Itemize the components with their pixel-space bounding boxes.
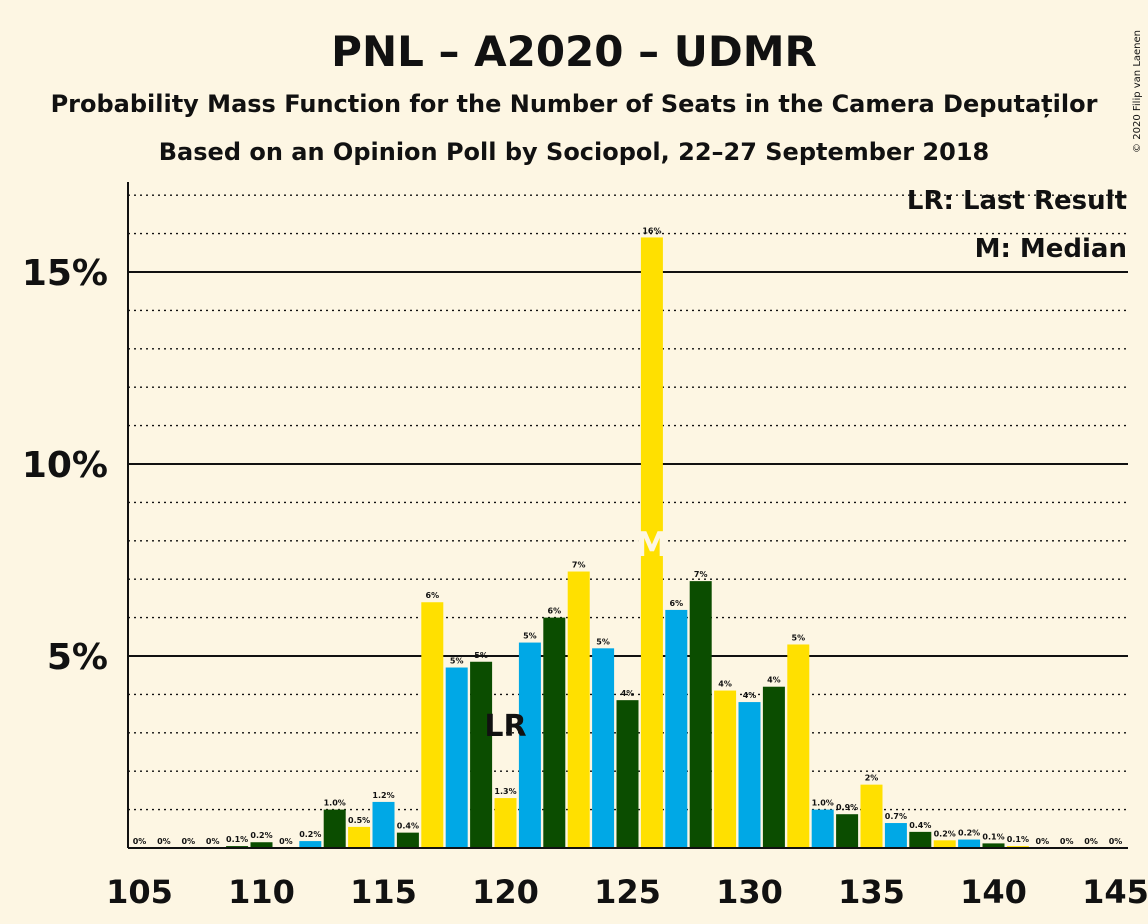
bar-label-129: 4% [718,680,732,689]
bar-label-143: 0% [1060,837,1074,846]
bar-label-144: 0% [1084,837,1098,846]
bar-label-137: 0.4% [909,821,931,830]
bar-label-142: 0% [1036,837,1050,846]
legend-median: M: Median [975,234,1127,264]
bar-label-111: 0% [279,837,293,846]
bar-label-139: 0.2% [958,829,980,838]
chart-subtitle-2: Based on an Opinion Poll by Sociopol, 22… [159,138,989,166]
bar-label-128: 7% [694,570,708,579]
bar-119 [470,661,493,848]
median-marker: M [635,525,669,565]
bar-113 [323,809,346,848]
bar-label-122: 6% [548,607,562,616]
bar-label-135: 2% [865,774,879,783]
bar-label-136: 0.7% [885,812,907,821]
bar-label-127: 6% [670,599,684,608]
bar-label-114: 0.5% [348,816,370,825]
bar-112 [299,841,322,848]
y-tick-label: 15% [22,253,108,294]
x-tick-label: 105 [106,873,173,911]
bar-label-138: 0.2% [934,829,956,838]
bar-134 [836,814,859,848]
bar-labels: 0% 0% 0% 0% 0.1% 0.2%0%0.2%1.0%0.5%1.2%0.4%6%… [133,226,1123,846]
markers: LR M [484,525,668,744]
bar-139 [958,839,981,848]
x-tick-label: 145 [1082,873,1148,911]
bar-label-106: 0% [157,837,171,846]
bar-label-134: 0.9% [836,803,858,812]
bar-118 [445,667,468,848]
bar-label-123: 7% [572,561,586,570]
bar-label-115: 1.2% [372,791,394,800]
bar-label-119: 5% [474,651,488,660]
bars [226,237,1029,848]
bar-110 [250,842,273,848]
bar-label-124: 5% [596,637,610,646]
x-tick-label: 110 [228,873,295,911]
bar-label-107: 0% [182,837,196,846]
bar-label-133: 1.0% [812,799,834,808]
bar-127 [665,609,688,848]
bar-128 [689,581,712,848]
axes: 5% 10% 15% 105 110 115 120 125 130 135 140 145 [22,182,1148,911]
y-tick-label: 10% [22,445,108,486]
x-tick-label: 125 [594,873,661,911]
bar-117 [421,602,444,848]
bar-label-117: 6% [426,591,440,600]
bar-label-130: 4% [743,691,757,700]
bar-126 [640,237,663,848]
last-result-marker: LR [484,709,526,744]
bar-121 [518,642,541,848]
bar-115 [372,801,395,848]
bar-label-109: 0.1% [226,835,248,844]
bar-label-110: 0.2% [250,831,272,840]
bar-label-132: 5% [792,633,806,642]
bar-140 [982,843,1005,848]
x-tick-label: 130 [716,873,783,911]
bar-136 [884,823,907,848]
bar-131 [762,686,785,848]
bar-135 [860,784,883,848]
x-tick-label: 115 [350,873,417,911]
bar-label-140: 0.1% [982,832,1004,841]
bar-label-105: 0% [133,837,147,846]
bar-137 [909,831,932,848]
bar-125 [616,700,639,848]
bar-label-141: 0.1% [1007,835,1029,844]
x-tick-label: 140 [960,873,1027,911]
bar-138 [933,840,956,848]
legend-last-result: LR: Last Result [907,186,1127,216]
bar-120 [494,798,517,848]
copyright: © 2020 Filip van Laenen [1132,30,1143,153]
bar-122 [543,617,566,848]
x-tick-label: 135 [838,873,905,911]
bar-133 [811,809,834,848]
bar-label-118: 5% [450,657,464,666]
bar-124 [592,648,615,848]
bar-114 [348,826,371,848]
bar-label-112: 0.2% [299,830,321,839]
y-tick-label: 5% [47,637,108,678]
bar-label-145: 0% [1109,837,1123,846]
bar-label-120: 1.3% [494,787,516,796]
x-tick-label: 120 [472,873,539,911]
bar-label-116: 0.4% [397,822,419,831]
bar-116 [396,832,419,848]
bar-label-131: 4% [767,676,781,685]
bar-label-126: 16% [642,226,661,235]
bar-label-121: 5% [523,632,537,641]
bar-132 [787,644,810,848]
bar-129 [714,690,737,848]
chart-subtitle: Probability Mass Function for the Number… [51,90,1098,118]
chart-title: PNL – A2020 – UDMR [331,27,817,76]
bar-label-113: 1.0% [324,799,346,808]
bar-label-108: 0% [206,837,220,846]
bar-130 [738,702,761,848]
bar-123 [567,571,590,848]
bar-label-125: 4% [621,689,635,698]
